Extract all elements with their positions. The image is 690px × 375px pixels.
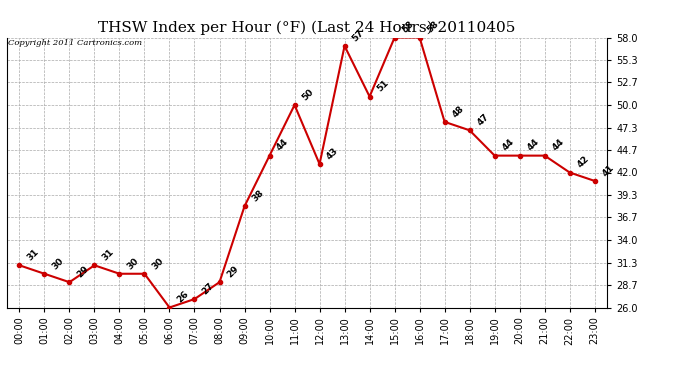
Text: 58: 58 (425, 20, 440, 35)
Text: 42: 42 (575, 154, 591, 170)
Text: 58: 58 (400, 20, 415, 35)
Text: 38: 38 (250, 188, 265, 204)
Text: 44: 44 (275, 138, 290, 153)
Text: 29: 29 (75, 264, 90, 279)
Text: Copyright 2011 Cartronics.com: Copyright 2011 Cartronics.com (8, 39, 142, 47)
Text: 29: 29 (225, 264, 240, 279)
Text: 44: 44 (525, 138, 540, 153)
Text: 31: 31 (25, 248, 40, 262)
Text: 30: 30 (125, 256, 140, 271)
Text: 41: 41 (600, 163, 615, 178)
Text: 50: 50 (300, 87, 315, 102)
Text: 48: 48 (450, 104, 466, 119)
Text: 57: 57 (350, 28, 366, 43)
Text: 47: 47 (475, 112, 491, 128)
Text: 43: 43 (325, 146, 340, 161)
Title: THSW Index per Hour (°F) (Last 24 Hours) 20110405: THSW Index per Hour (°F) (Last 24 Hours)… (99, 21, 515, 35)
Text: 51: 51 (375, 79, 391, 94)
Text: 30: 30 (50, 256, 65, 271)
Text: 44: 44 (500, 138, 515, 153)
Text: 26: 26 (175, 290, 190, 305)
Text: 31: 31 (100, 248, 115, 262)
Text: 30: 30 (150, 256, 165, 271)
Text: 44: 44 (550, 138, 566, 153)
Text: 27: 27 (200, 281, 215, 296)
